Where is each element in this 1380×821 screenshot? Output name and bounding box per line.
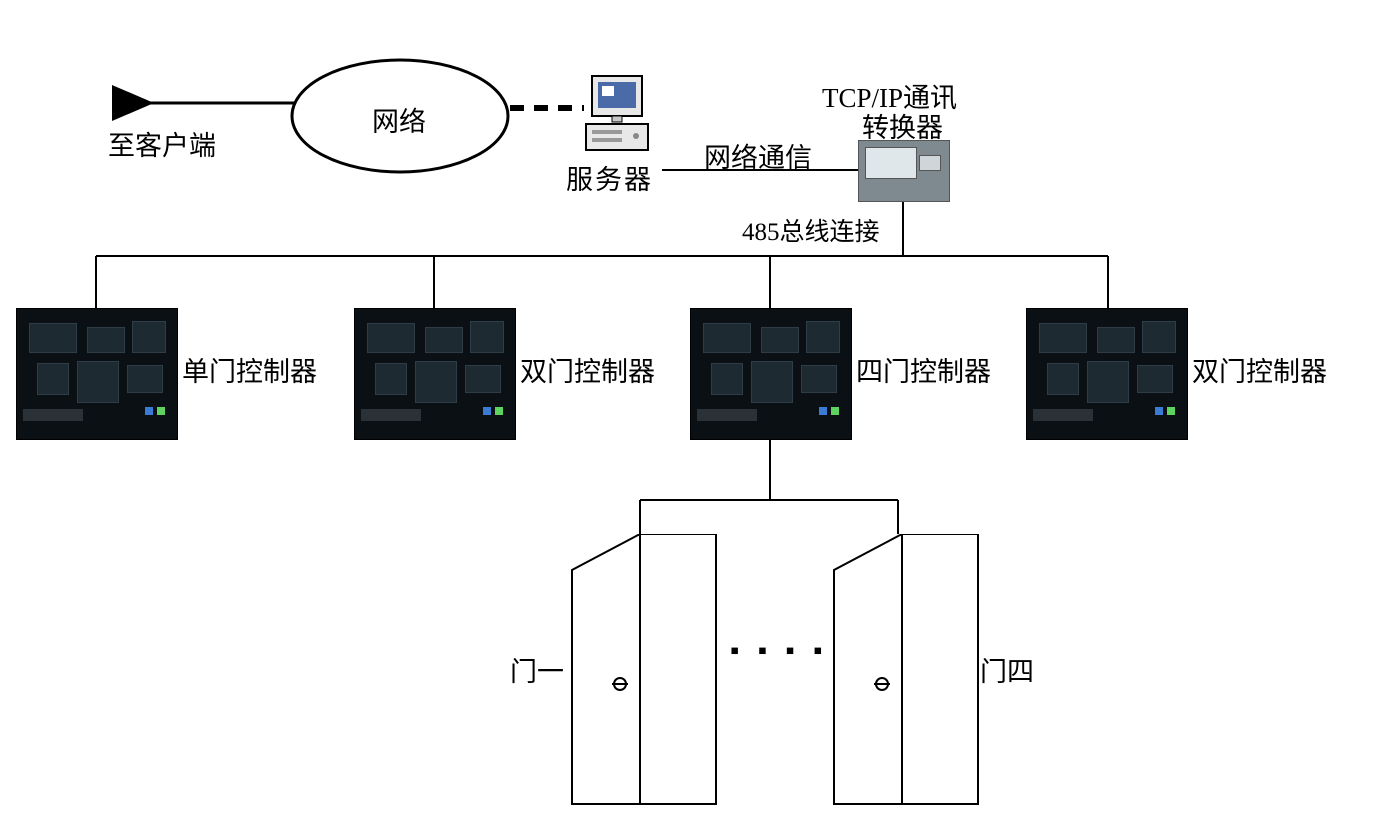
label-controller-4: 双门控制器	[1192, 350, 1327, 389]
door-1-icon	[560, 534, 710, 804]
tcpip-converter-icon	[858, 140, 950, 202]
controller-board-4	[1026, 308, 1188, 440]
label-controller-3: 四门控制器	[856, 350, 991, 389]
label-door-4: 门四	[980, 650, 1034, 689]
controller-board-1	[16, 308, 178, 440]
controller-board-3	[690, 308, 852, 440]
controller-board-2	[354, 308, 516, 440]
server-icon	[582, 74, 662, 154]
label-controller-1: 单门控制器	[182, 350, 317, 389]
label-net-comm: 网络通信	[704, 136, 812, 175]
doors-ellipsis: ▪ ▪ ▪ ▪	[730, 636, 828, 666]
label-door-1: 门一	[510, 650, 564, 689]
label-network: 网络	[372, 100, 426, 139]
label-server: 服务器	[566, 158, 653, 197]
door-4-icon	[822, 534, 972, 804]
label-to-client: 至客户端	[108, 124, 216, 163]
label-bus485: 485总线连接	[742, 212, 880, 248]
label-controller-2: 双门控制器	[520, 350, 655, 389]
